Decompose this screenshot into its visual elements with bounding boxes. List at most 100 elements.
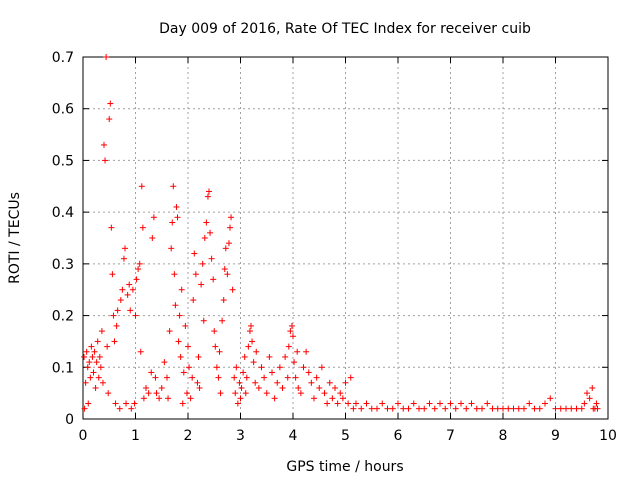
data-point [90, 369, 97, 376]
data-point [126, 281, 133, 288]
data-point [526, 400, 533, 407]
data-point [196, 384, 203, 391]
data-point [321, 390, 328, 397]
data-point [479, 405, 485, 412]
data-point [287, 328, 294, 335]
data-point [324, 400, 331, 407]
data-point [199, 260, 206, 267]
data-point [166, 328, 173, 335]
data-point [238, 384, 245, 391]
data-point [274, 379, 281, 386]
data-points [81, 54, 601, 412]
data-point [203, 219, 210, 226]
data-point [136, 260, 143, 267]
data-point [231, 374, 238, 381]
data-point [237, 395, 244, 402]
data-point [174, 214, 181, 221]
data-point [586, 395, 593, 402]
x-tick-label: 10 [599, 428, 617, 444]
data-point [210, 276, 217, 283]
data-point [594, 405, 601, 412]
data-point [297, 390, 304, 397]
data-point [510, 405, 517, 412]
data-point [225, 240, 232, 247]
y-tick-label: 0.7 [52, 50, 74, 66]
data-point [282, 353, 289, 360]
x-tick-label: 7 [446, 428, 455, 444]
data-point [201, 235, 208, 241]
data-point [128, 405, 135, 412]
y-tick-label: 0.1 [52, 360, 74, 376]
data-point [99, 379, 106, 386]
data-point [106, 116, 113, 123]
data-point [200, 317, 207, 324]
data-point [206, 188, 212, 195]
data-point [593, 400, 600, 407]
data-point [170, 183, 177, 190]
y-tick-label: 0.6 [52, 102, 74, 118]
data-point [248, 322, 254, 329]
data-point [334, 400, 341, 407]
data-point [410, 400, 417, 407]
data-point [245, 343, 252, 350]
data-point [363, 400, 370, 407]
data-point [242, 390, 249, 397]
data-point [165, 395, 172, 402]
x-tick-label: 9 [551, 428, 560, 444]
data-point [94, 338, 101, 345]
data-point [120, 255, 127, 262]
data-point [186, 364, 193, 371]
data-point [531, 405, 538, 412]
data-point [104, 343, 111, 350]
x-tick-labels: 0 1 2 3 4 5 6 7 8 9 10 [79, 428, 617, 444]
data-point [405, 405, 412, 412]
data-point [124, 291, 131, 298]
data-point [185, 343, 191, 350]
data-point [573, 405, 580, 412]
data-point [138, 183, 145, 190]
data-point [236, 379, 243, 386]
data-point [109, 271, 116, 278]
data-point [468, 400, 475, 407]
data-point [463, 405, 470, 412]
data-point [252, 379, 259, 386]
data-point [578, 405, 585, 412]
data-point [219, 317, 226, 324]
data-point [222, 245, 229, 252]
data-point [101, 141, 107, 148]
data-point [258, 364, 265, 371]
data-point [303, 348, 310, 355]
data-point [89, 353, 96, 360]
x-axis-label: GPS time / hours [286, 459, 403, 475]
data-point [175, 338, 182, 345]
data-point [81, 353, 88, 360]
data-point [285, 343, 292, 350]
data-point [156, 395, 163, 402]
data-point [581, 400, 588, 407]
data-point [240, 369, 247, 376]
data-point [484, 400, 491, 407]
data-point [114, 307, 121, 314]
data-point [368, 405, 375, 412]
data-point [313, 374, 320, 381]
grid [83, 57, 608, 419]
data-point [190, 297, 197, 304]
data-point [246, 328, 253, 335]
data-point [250, 359, 257, 366]
data-point [353, 400, 359, 407]
data-point [85, 400, 92, 407]
data-point [521, 405, 527, 412]
data-point [92, 384, 99, 391]
data-point [515, 405, 522, 412]
data-point [112, 400, 119, 407]
data-point [473, 405, 480, 412]
data-point [261, 374, 268, 381]
data-point [279, 384, 286, 391]
data-point [316, 384, 323, 391]
data-point [311, 395, 317, 402]
data-point [191, 250, 198, 257]
data-point [269, 369, 275, 376]
data-point [198, 281, 205, 288]
data-point [500, 405, 506, 412]
data-point [211, 328, 218, 335]
